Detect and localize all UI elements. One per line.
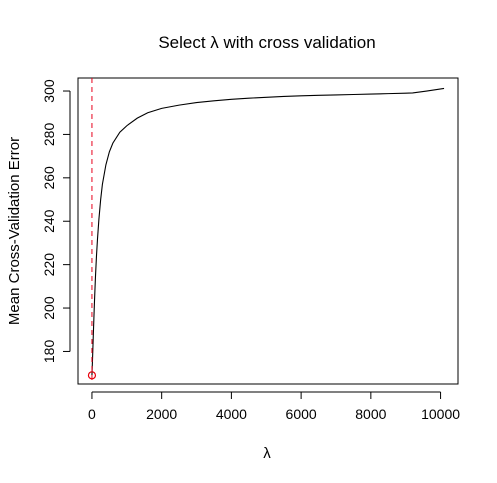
x-tick-label: 8000 [355,406,386,422]
x-tick-label: 0 [88,406,96,422]
y-axis-label: Mean Cross-Validation Error [6,137,23,325]
x-axis: 0 2000 4000 6000 8000 10000 [88,391,460,422]
chart-title: Select λ with cross validation [158,33,375,52]
min-error-point [87,371,97,380]
plot-frame [77,77,459,385]
y-tick-label: 200 [41,296,57,320]
series-line [91,87,445,376]
y-tick-label: 180 [41,340,57,364]
x-tick-label: 10000 [421,406,460,422]
x-tick-label: 4000 [216,406,247,422]
y-tick-label: 260 [41,166,57,190]
y-axis: 180 200 220 240 260 280 300 [41,79,71,364]
x-axis-label: λ [263,445,271,462]
y-tick-label: 300 [41,79,57,103]
y-tick-label: 220 [41,253,57,277]
y-tick-label: 280 [41,123,57,147]
x-tick-label: 6000 [286,406,317,422]
series-layer [87,78,445,384]
y-tick-label: 240 [41,209,57,233]
x-tick-label: 2000 [146,406,177,422]
